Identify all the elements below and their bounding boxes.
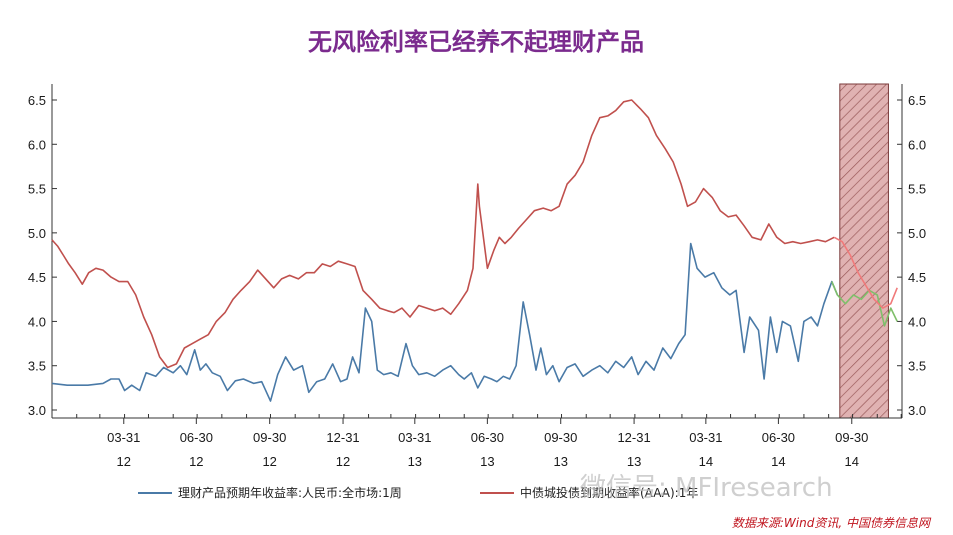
y-axis-right-ticks: 3.0 3.5 4.0 4.5 5.0 5.5 6.0 6.5 (897, 93, 926, 418)
x-tick-label-year: 12 (336, 454, 350, 469)
y-tick-label-left: 5.0 (28, 226, 46, 241)
y-tick-label-right: 5.5 (908, 182, 926, 197)
x-tick-label-date: 03-31 (398, 430, 431, 445)
series-lines (51, 99, 898, 402)
x-tick-label-date: 03-31 (107, 430, 140, 445)
x-tick-label-year: 12 (189, 454, 203, 469)
x-tick-label-date: 09-30 (253, 430, 286, 445)
y-tick-label-right: 6.5 (908, 93, 926, 108)
x-tick-label-date: 12-31 (326, 430, 359, 445)
chart-title: 无风险利率已经养不起理财产品 (308, 28, 644, 56)
y-tick-label-right: 5.0 (908, 226, 926, 241)
x-tick-label-year: 13 (480, 454, 494, 469)
x-tick-label-year: 12 (117, 454, 131, 469)
y-axis-left-ticks: 3.0 3.5 4.0 4.5 5.0 5.5 6.0 6.5 (28, 93, 57, 418)
source-note: 数据来源:Wind资讯, 中国债券信息网 (732, 516, 932, 530)
series-line-2-highlighted (833, 236, 898, 309)
x-tick-label-year: 12 (262, 454, 276, 469)
y-tick-label-left: 4.5 (28, 270, 46, 285)
x-tick-label-year: 13 (408, 454, 422, 469)
x-tick-label-date: 03-31 (689, 430, 722, 445)
legend: 理财产品预期年收益率:人民币:全市场:1周 中债城投债到期收益率(AAA):1年 (138, 485, 698, 500)
x-tick-label-date: 09-30 (835, 430, 868, 445)
series-line-2 (51, 99, 835, 369)
watermark: 微信号: MFIresearch (580, 473, 833, 503)
series-line-1-highlighted (831, 281, 898, 327)
x-tick-label-date: 09-30 (544, 430, 577, 445)
legend-label-series-2: 中债城投债到期收益率(AAA):1年 (520, 485, 698, 500)
y-tick-label-left: 5.5 (28, 182, 46, 197)
x-tick-label-date: 06-30 (471, 430, 504, 445)
series-line-1 (51, 242, 839, 402)
y-tick-label-right: 3.5 (908, 359, 926, 374)
x-tick-label-year: 14 (699, 454, 713, 469)
y-tick-label-left: 6.0 (28, 137, 46, 152)
y-tick-label-right: 4.0 (908, 314, 926, 329)
y-tick-label-right: 4.5 (908, 270, 926, 285)
y-tick-label-left: 3.5 (28, 359, 46, 374)
x-tick-label-date: 06-30 (180, 430, 213, 445)
x-tick-label-year: 13 (553, 454, 567, 469)
y-tick-label-left: 6.5 (28, 93, 46, 108)
legend-label-series-1: 理财产品预期年收益率:人民币:全市场:1周 (178, 485, 402, 500)
x-tick-label-date: 12-31 (617, 430, 650, 445)
x-tick-label-year: 14 (771, 454, 785, 469)
x-axis-ticks: 03-31 12 06-30 12 09-30 12 12-31 12 03-31 13 06-30… (51, 414, 902, 469)
y-tick-label-left: 3.0 (28, 403, 46, 418)
y-tick-label-left: 4.0 (28, 314, 46, 329)
axes (51, 84, 903, 419)
y-tick-label-right: 6.0 (908, 137, 926, 152)
x-tick-label-year: 13 (627, 454, 641, 469)
y-tick-label-right: 3.0 (908, 403, 926, 418)
x-tick-label-date: 06-30 (762, 430, 795, 445)
x-tick-label-year: 14 (845, 454, 859, 469)
